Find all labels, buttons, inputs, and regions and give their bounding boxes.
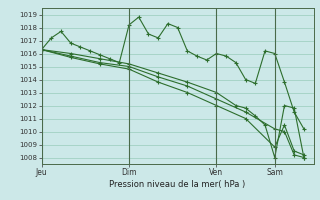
X-axis label: Pression niveau de la mer( hPa ): Pression niveau de la mer( hPa ) bbox=[109, 180, 246, 189]
